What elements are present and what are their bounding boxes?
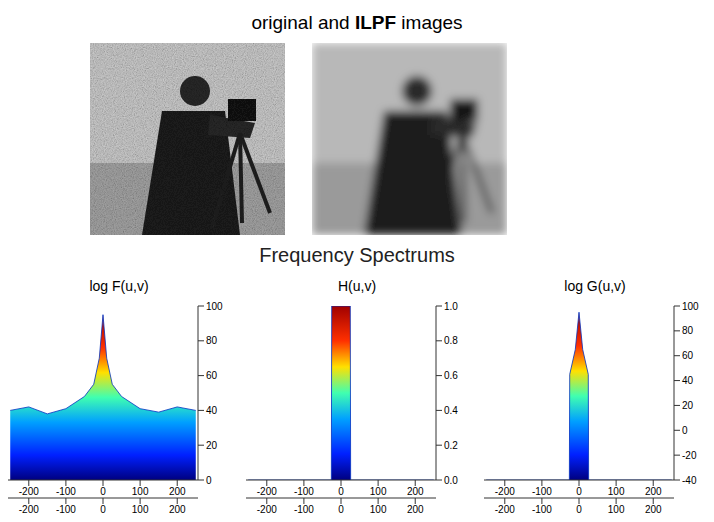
svg-text:0: 0 (576, 504, 582, 515)
svg-text:200: 200 (645, 504, 662, 515)
svg-text:200: 200 (169, 504, 186, 515)
svg-text:80: 80 (206, 335, 218, 346)
svg-text:-100: -100 (532, 486, 552, 497)
svg-text:20: 20 (682, 400, 694, 411)
svg-text:-20: -20 (682, 450, 697, 461)
svg-text:-200: -200 (257, 504, 277, 515)
svg-text:200: 200 (407, 504, 424, 515)
svg-text:80: 80 (682, 325, 694, 336)
svg-text:-200: -200 (19, 504, 39, 515)
svg-text:100: 100 (682, 301, 699, 312)
svg-text:100: 100 (206, 301, 223, 312)
svg-text:200: 200 (407, 486, 424, 497)
html-text:log G(u,v): log G(u,v) (564, 278, 626, 294)
svg-text:20: 20 (206, 440, 218, 451)
svg-text:-40: -40 (682, 475, 697, 486)
svg-text:-200: -200 (19, 486, 39, 497)
svg-text:-200: -200 (257, 486, 277, 497)
svg-text:0: 0 (338, 486, 344, 497)
html-text:log F(u,v): log F(u,v) (89, 278, 149, 294)
svg-text:0: 0 (338, 504, 344, 515)
svg-text:0: 0 (682, 425, 688, 436)
svg-text:0: 0 (100, 504, 106, 515)
svg-text:100: 100 (608, 504, 625, 515)
svg-text:100: 100 (370, 486, 387, 497)
svg-text:200: 200 (645, 486, 662, 497)
svg-text:100: 100 (132, 486, 149, 497)
html-text:H(u,v): H(u,v) (337, 278, 377, 294)
svg-text:100: 100 (132, 504, 149, 515)
svg-text:0.4: 0.4 (444, 405, 458, 416)
svg-text:1.0: 1.0 (444, 301, 458, 312)
svg-text:0.0: 0.0 (444, 475, 458, 486)
svg-text:-100: -100 (294, 504, 314, 515)
svg-text:100: 100 (608, 486, 625, 497)
svg-text:100: 100 (370, 504, 387, 515)
svg-text:40: 40 (206, 405, 218, 416)
svg-text:0.8: 0.8 (444, 335, 458, 346)
svg-text:-100: -100 (532, 504, 552, 515)
svg-text:60: 60 (682, 350, 694, 361)
svg-text:0: 0 (206, 475, 212, 486)
svg-text:-200: -200 (495, 486, 515, 497)
html-text:Frequency Spectrums: Frequency Spectrums (259, 244, 455, 266)
svg-text:-200: -200 (495, 504, 515, 515)
html-text:original and ILPF images: original and ILPF images (251, 12, 463, 33)
svg-text:200: 200 (169, 486, 186, 497)
svg-text:0.2: 0.2 (444, 440, 458, 451)
svg-text:-100: -100 (294, 486, 314, 497)
svg-text:0.6: 0.6 (444, 370, 458, 381)
svg-text:40: 40 (682, 375, 694, 386)
svg-text:-100: -100 (56, 486, 76, 497)
svg-text:-100: -100 (56, 504, 76, 515)
svg-text:0: 0 (576, 486, 582, 497)
svg-text:0: 0 (100, 486, 106, 497)
svg-text:60: 60 (206, 370, 218, 381)
